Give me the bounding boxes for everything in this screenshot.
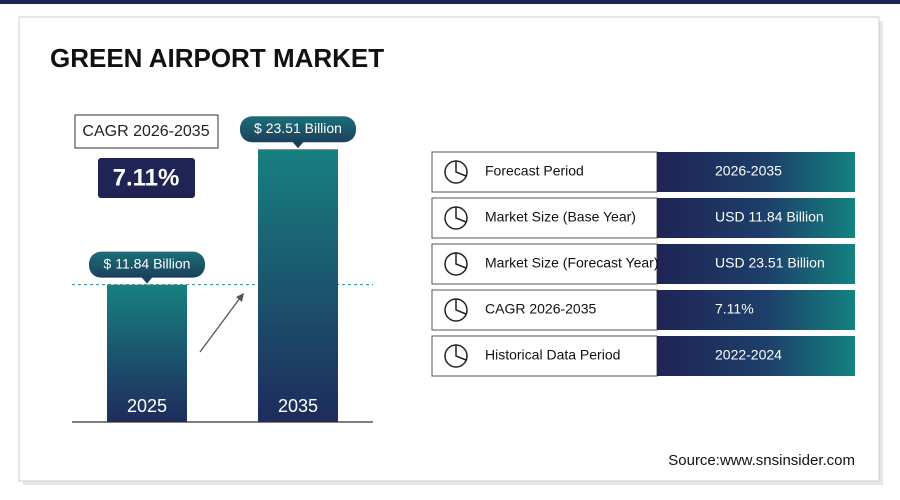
row-label-cell bbox=[431, 243, 658, 285]
row-value: USD 23.51 Billion bbox=[715, 255, 825, 271]
title: GREEN AIRPORT MARKET bbox=[50, 43, 384, 73]
row-icon-detail bbox=[455, 345, 467, 361]
row-value-cell bbox=[657, 244, 855, 284]
cagr-value-box bbox=[98, 158, 195, 198]
row-label: Market Size (Base Year) bbox=[485, 209, 636, 225]
value-label-box bbox=[240, 116, 356, 143]
value-label-pointer bbox=[141, 276, 153, 284]
top-strip bbox=[0, 0, 900, 4]
row-icon-detail bbox=[455, 207, 467, 223]
value-label: $ 23.51 Billion bbox=[254, 120, 342, 136]
cagr-value: 7.11% bbox=[113, 164, 180, 191]
row-label-cell bbox=[431, 289, 658, 331]
bar bbox=[258, 149, 338, 422]
row-value-cell bbox=[657, 152, 855, 192]
row-value-cell bbox=[657, 290, 855, 330]
x-tick-label: 2025 bbox=[127, 396, 167, 416]
row-icon-detail bbox=[455, 161, 467, 177]
row-label-cell bbox=[431, 335, 658, 377]
row-value-cell bbox=[657, 198, 855, 238]
row-label: Market Size (Forecast Year) bbox=[485, 255, 659, 271]
value-label-pointer bbox=[292, 141, 304, 149]
row-value: USD 11.84 Billion bbox=[715, 209, 824, 225]
row-label: CAGR 2026-2035 bbox=[485, 301, 597, 317]
row-label-cell bbox=[431, 197, 658, 239]
cagr-label-box bbox=[74, 114, 219, 149]
source: Source:www.snsinsider.com bbox=[668, 452, 855, 469]
x-tick-label: 2035 bbox=[278, 396, 318, 416]
bar bbox=[107, 284, 187, 422]
row-value: 2022-2024 bbox=[715, 347, 782, 363]
value-label: $ 11.84 Billion bbox=[104, 255, 191, 271]
cagr-label: CAGR 2026-2035 bbox=[82, 123, 209, 140]
row-value: 7.11% bbox=[715, 301, 754, 317]
row-icon-detail bbox=[455, 299, 467, 315]
row-label: Historical Data Period bbox=[485, 347, 620, 363]
row-value-cell bbox=[657, 336, 855, 376]
growth-arrow-head bbox=[236, 293, 244, 302]
value-label-box bbox=[89, 251, 205, 278]
growth-arrow bbox=[199, 297, 241, 353]
row-icon-detail bbox=[455, 253, 467, 269]
row-label: Forecast Period bbox=[485, 163, 584, 179]
row-value: 2026-2035 bbox=[715, 163, 782, 179]
